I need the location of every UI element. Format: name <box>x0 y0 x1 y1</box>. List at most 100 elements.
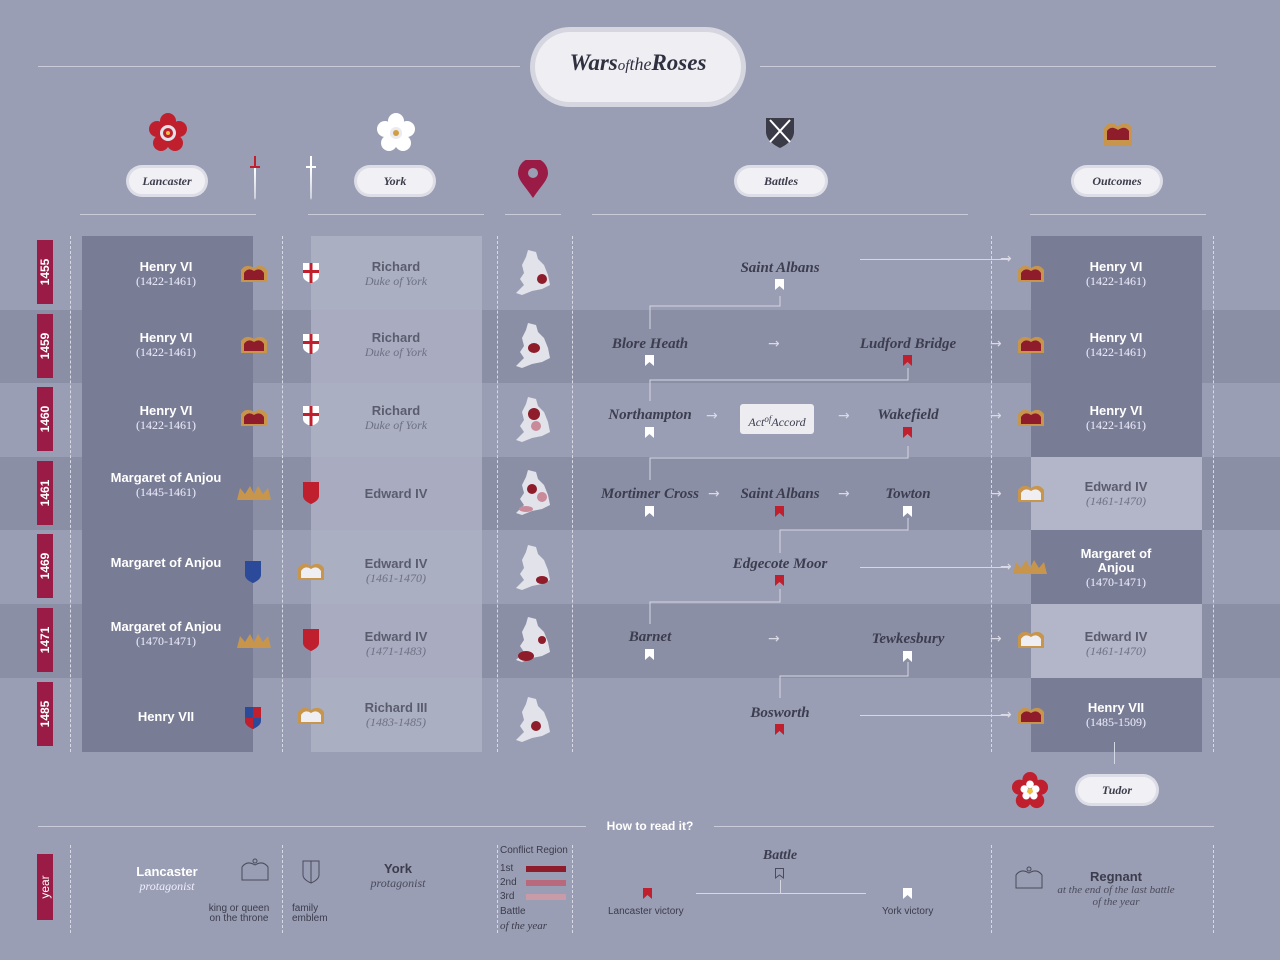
outcome-cell <box>1031 236 1202 457</box>
ruler-name: Margaret of Anjou <box>110 555 222 570</box>
england-map-icon <box>516 617 550 662</box>
legend-regnant: Regnant at the end of the last battle of… <box>1050 869 1182 908</box>
legend-second: 2nd <box>500 877 517 888</box>
year-marker: 1455 <box>37 240 53 304</box>
title-rule <box>38 66 520 67</box>
legend-arrow-up <box>780 880 781 893</box>
ruler-dates: (1422-1461) <box>136 418 196 432</box>
tudor-label: Tudor <box>1078 777 1156 803</box>
ruler-name: Edward IV <box>364 486 428 501</box>
legend-lancaster-victory: Lancaster victory <box>608 906 684 917</box>
ruler-sub: Duke of York <box>364 345 428 359</box>
crown-icon <box>1018 409 1044 426</box>
ruler-dates: (1470-1471) <box>136 634 196 648</box>
arrow-icon <box>860 259 1010 260</box>
legend-battle-year: of the year <box>500 920 548 932</box>
york-ruler: Edward IV <box>326 487 466 501</box>
arrow-icon: → <box>990 486 1002 502</box>
legend-york-victory: York victory <box>882 906 934 917</box>
year-label: 1461 <box>38 479 52 507</box>
arrow-icon: → <box>990 631 1002 647</box>
ruler-name: Henry VI <box>139 403 193 418</box>
separator <box>497 845 498 933</box>
arrow-icon <box>860 567 1010 568</box>
header-bracket <box>80 214 256 215</box>
year-label: 1459 <box>38 332 52 360</box>
legend-swatch-first <box>526 866 566 872</box>
header-lancaster: Lancaster <box>129 168 205 194</box>
title-wars: Wars <box>569 50 618 75</box>
england-map-icon <box>516 545 550 590</box>
year-label: 1471 <box>38 626 52 654</box>
york-ruler: Richard III (1483-1485) <box>326 701 466 730</box>
york-victory-flag <box>903 506 912 517</box>
arrow-icon: → <box>990 336 1002 352</box>
legend-third: 3rd <box>500 891 515 902</box>
york-ruler: Richard Duke of York <box>326 331 466 360</box>
title-plaque <box>535 32 741 102</box>
separator <box>991 845 992 933</box>
outcome-ruler: Edward IV (1461-1470) <box>1046 630 1186 659</box>
outcome-cell <box>1031 604 1202 678</box>
lancaster-ruler: Henry VI (1422-1461) <box>95 404 237 433</box>
england-map-icon <box>516 697 550 742</box>
battle-name: Tewkesbury <box>871 631 945 647</box>
white-rose-icon <box>377 113 415 151</box>
york-ruler: Edward IV (1471-1483) <box>326 630 466 659</box>
separator <box>70 236 71 752</box>
battle-name: Saint Albans <box>740 486 820 502</box>
crown-outline-icon <box>241 858 269 881</box>
battle-name: Barnet <box>628 629 672 645</box>
separator <box>282 236 283 752</box>
england-map-icon <box>516 250 550 295</box>
year-label: 1485 <box>38 700 52 728</box>
outcome-ruler: Henry VI (1422-1461) <box>1046 331 1186 360</box>
york-victory-flag <box>903 651 912 662</box>
ruler-dates: (1461-1470) <box>1086 644 1146 658</box>
shield-swords-icon <box>766 118 794 148</box>
legend-regnant-sub1: at the end of the last battle <box>1057 884 1175 896</box>
ruler-name: Edward IV <box>1084 479 1148 494</box>
crown-icon <box>241 265 267 282</box>
arrow-icon: → <box>1000 559 1012 575</box>
arrow-icon: → <box>1000 707 1012 723</box>
lancaster-ruler: Henry VII <box>95 710 237 724</box>
battle-name: Ludford Bridge <box>859 336 957 352</box>
ruler-name: Henry VI <box>1089 259 1143 274</box>
battle-name: Saint Albans <box>740 260 820 276</box>
red-shield-icon <box>303 482 319 504</box>
legend-king-line2: on the throne <box>209 913 269 924</box>
act-of-accord-scroll: ActofAccord <box>740 404 814 434</box>
york-victory-flag <box>903 888 912 899</box>
battle-name: Edgecote Moor <box>732 556 828 572</box>
ruler-dates: (1422-1461) <box>136 345 196 359</box>
york-ruler: Richard Duke of York <box>326 404 466 433</box>
ruler-name: Henry VI <box>1089 330 1143 345</box>
legend-conflict-title: Conflict Region <box>500 845 568 856</box>
legend-york-sub: protagonist <box>370 876 426 890</box>
ruler-dates: (1470-1471) <box>1086 575 1146 589</box>
legend-king-line1: king or queen <box>208 903 270 914</box>
york-ruler: Edward IV (1461-1470) <box>326 557 466 586</box>
header-bracket <box>1030 214 1206 215</box>
ruler-sub: Duke of York <box>364 418 428 432</box>
ruler-name: Henry VI <box>139 259 193 274</box>
st-george-cross-icon <box>303 263 319 283</box>
battle-name: Bosworth <box>750 705 810 721</box>
red-shield-icon <box>303 629 319 651</box>
legend-swatch-third <box>526 894 566 900</box>
outcome-cell <box>1031 678 1202 752</box>
ruler-dates: (1422-1461) <box>1086 345 1146 359</box>
york-victory-flag <box>645 506 654 517</box>
england-map-icon <box>516 470 550 515</box>
ruler-name: Richard <box>371 259 421 274</box>
header-bracket <box>592 214 968 215</box>
legend-title: How to read it? <box>606 819 694 833</box>
outcome-ruler: Henry VI (1422-1461) <box>1046 260 1186 289</box>
crown-icon <box>241 409 267 426</box>
crown-icon <box>1018 707 1044 724</box>
legend-york: York protagonist <box>352 861 444 891</box>
ruler-name: Henry VII <box>137 709 195 724</box>
lancaster-ruler: Margaret of Anjou (1470-1471) <box>110 620 222 649</box>
st-george-cross-icon <box>303 334 319 354</box>
